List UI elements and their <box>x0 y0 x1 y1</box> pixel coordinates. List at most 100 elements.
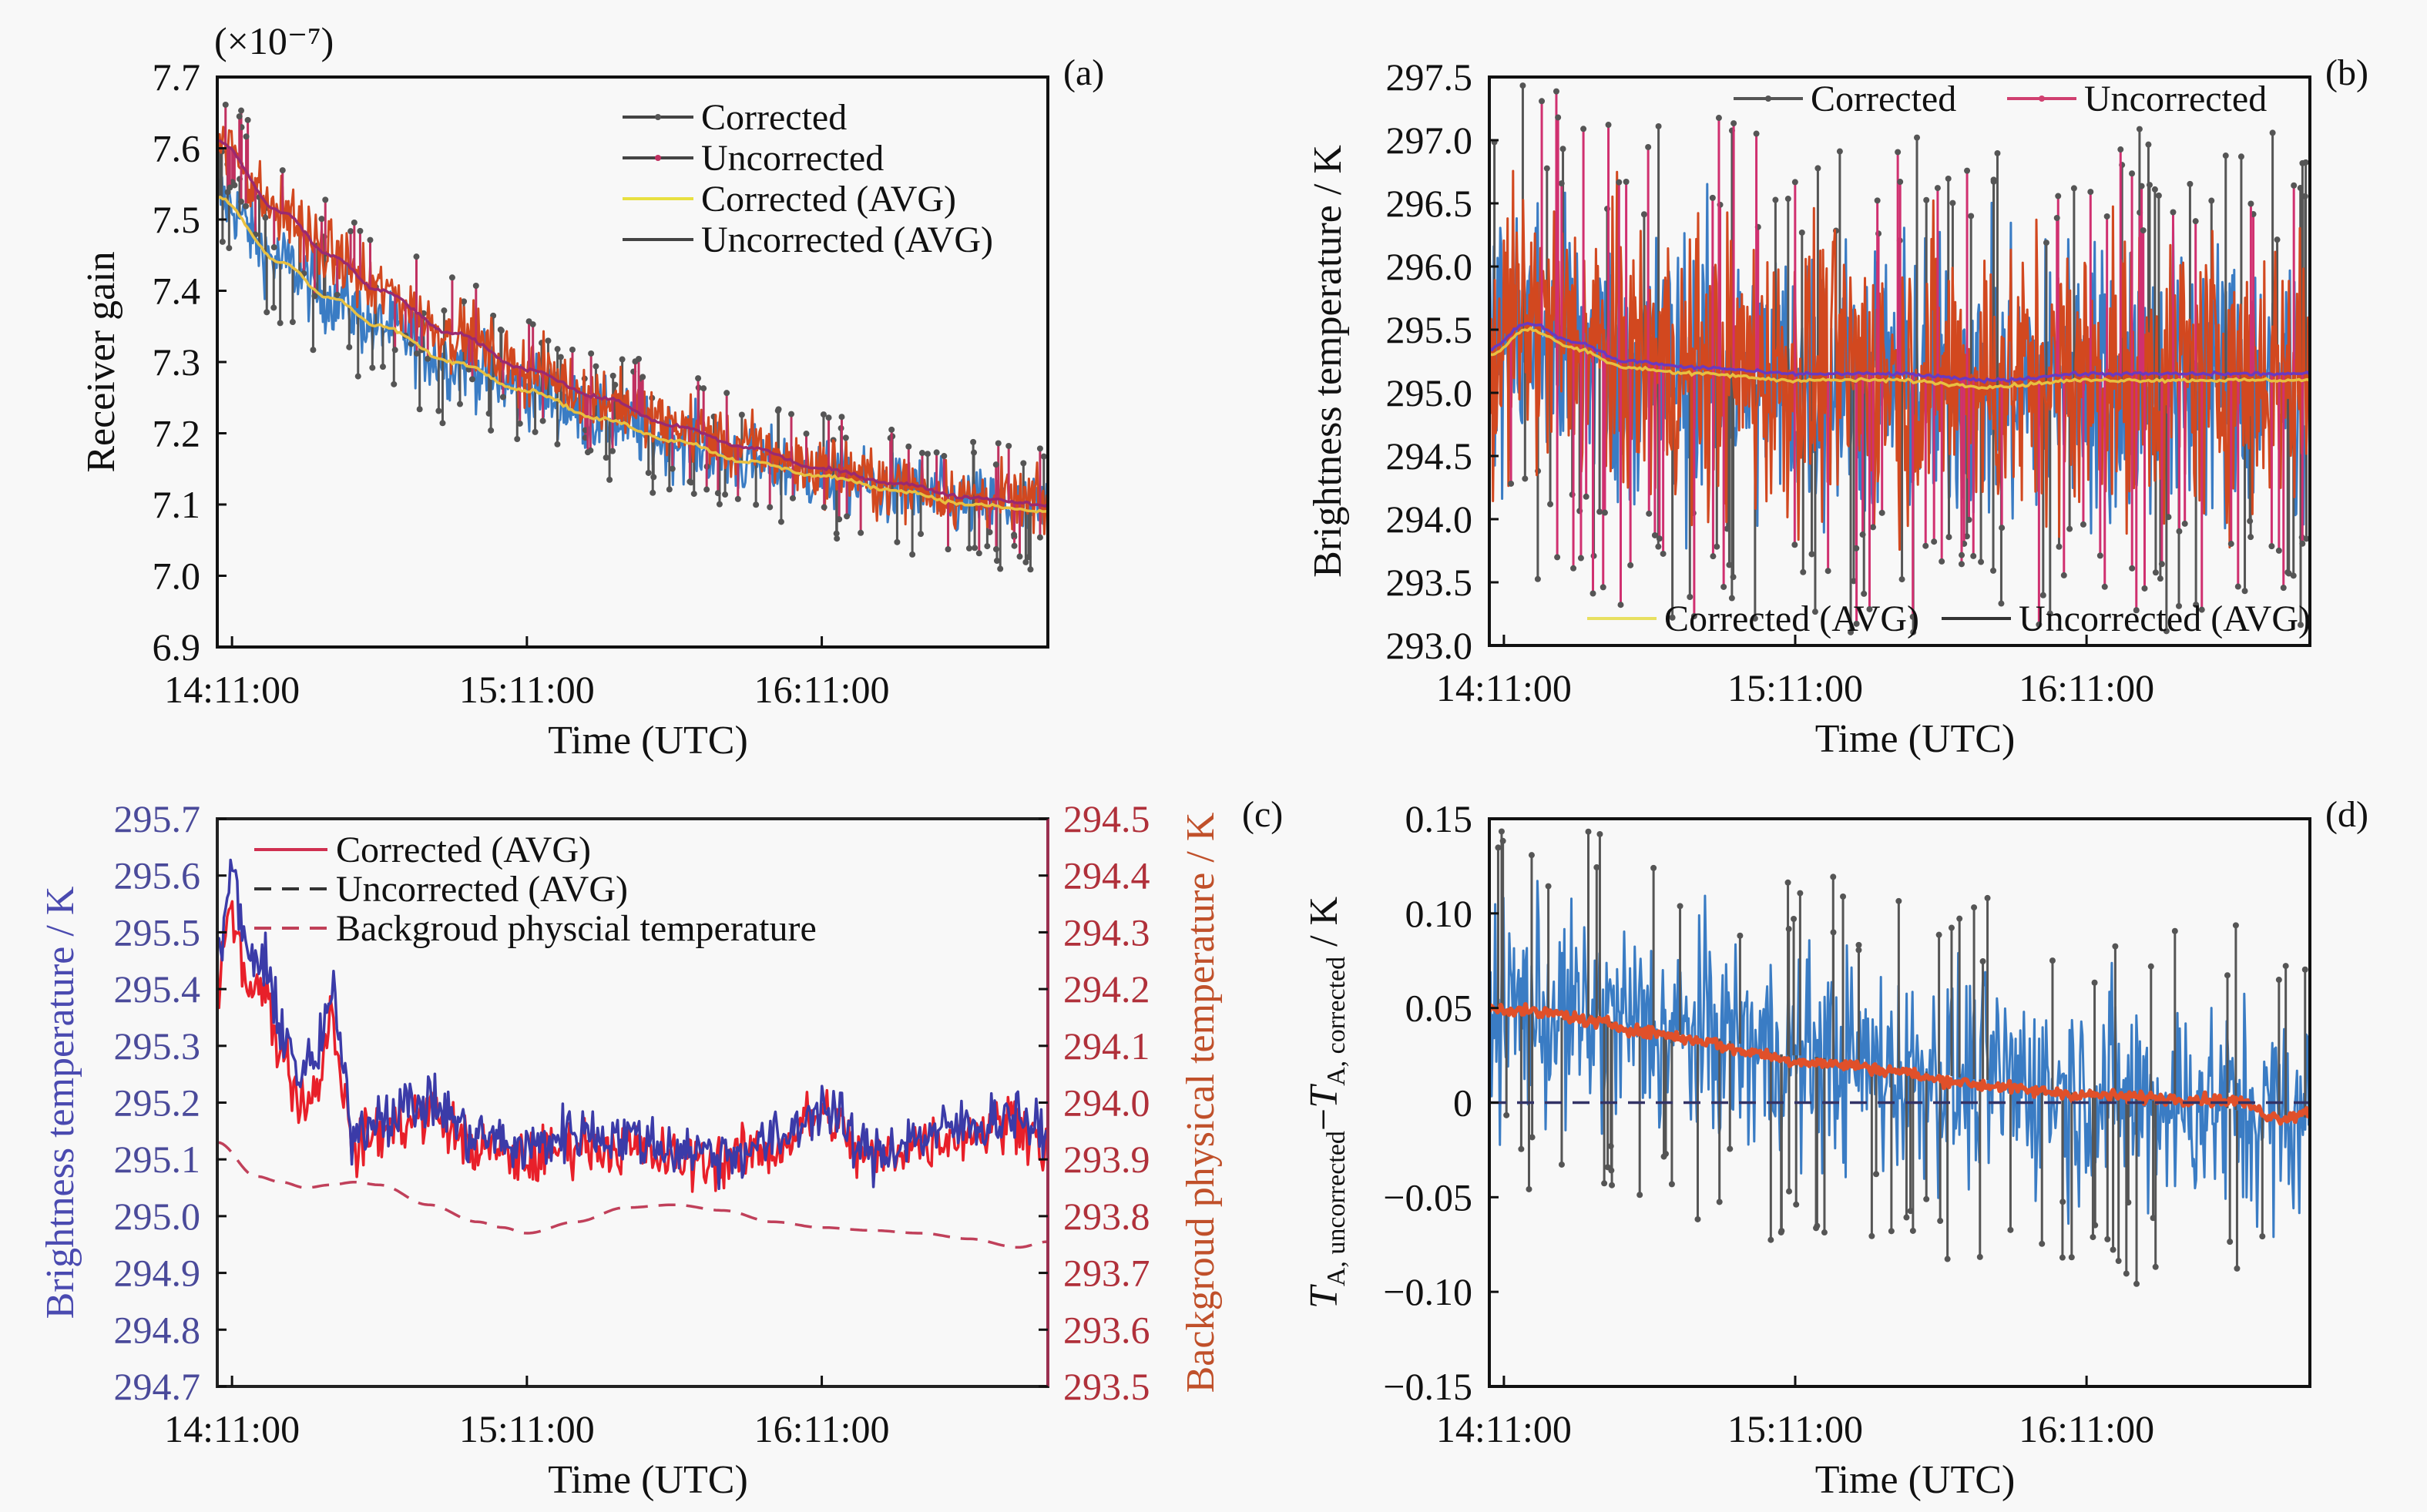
panel-d-plot-area <box>1489 828 2310 1287</box>
panel-b-series-uncorrected-marker <box>1720 583 1727 590</box>
panel-b-series-uncorrected-marker <box>1753 130 1760 137</box>
panel-a-series-corrected-marker <box>834 535 841 542</box>
panel-d-series-difference-marker <box>1785 926 1792 933</box>
panel-b-label: (b) <box>2325 52 2368 93</box>
panel-d-series-difference-marker <box>1895 897 1902 904</box>
panel-c-y-tick-label: 295.2 <box>114 1081 201 1125</box>
panel-c-ylabel: Brightness temperature / K <box>39 886 82 1319</box>
panel-a-series-uncorrected-marker <box>975 550 982 557</box>
panel-b-series-corrected-marker <box>2298 622 2304 629</box>
panel-b-series-corrected-marker <box>1751 615 1758 622</box>
panel-a-series-uncorrected-marker <box>516 420 523 427</box>
panel-a-series-uncorrected-marker <box>992 461 999 468</box>
panel-a-series-uncorrected-marker <box>858 529 864 536</box>
panel-a-series-uncorrected-marker <box>700 385 707 392</box>
panel-b-series-uncorrected-marker <box>1895 149 1902 156</box>
panel-b-series-corrected-marker <box>1669 614 1676 621</box>
panel-b-series-uncorrected-marker <box>1791 179 1798 186</box>
legend-label: Corrected <box>701 97 847 138</box>
panel-d-label: (d) <box>2325 794 2368 835</box>
panel-b-series-corrected-marker <box>1640 211 1647 218</box>
panel-a-series-uncorrected <box>217 101 1048 560</box>
panel-b-series-uncorrected-marker <box>2103 213 2110 220</box>
panel-b-series-uncorrected-marker <box>1965 516 1972 523</box>
panel-a-series-uncorrected-marker <box>588 350 595 357</box>
panel-b-legend: Corrected Uncorrected Corrected (AVG) Uncor… <box>1587 79 2311 639</box>
panel-a-series-corrected-marker <box>391 381 398 387</box>
panel-a-series-uncorrected-marker <box>803 431 810 438</box>
panel-a-series-corrected-marker <box>461 298 468 305</box>
panel-b-series-corrected-avg <box>1489 326 2310 391</box>
panel-a-series-corrected-marker <box>722 491 729 498</box>
panel-d-series-difference-marker <box>1499 837 1506 844</box>
panel-b-frame <box>1488 75 2311 647</box>
panel-a-y-tick-label: 7.7 <box>153 55 201 99</box>
panel-b-series-uncorrected-marker <box>1934 185 1941 192</box>
panel-c-y-right-tick-label: 294.5 <box>1063 797 1150 840</box>
panel-d-series-difference-marker <box>1737 932 1744 939</box>
panel-b-y-tick-label: 294.5 <box>1386 434 1473 478</box>
panel-b-series-uncorrected-marker <box>1964 167 1971 174</box>
panel-b-series-uncorrected-marker <box>1853 545 1860 551</box>
panel-d-ylabel-t1: T <box>1302 1284 1346 1309</box>
panel-b-series-uncorrected-avg-line <box>1489 321 2310 384</box>
panel-b-series-corrected-marker <box>1898 576 1905 583</box>
panel-d-series-difference-marker <box>1984 894 1991 901</box>
panel-a-series-uncorrected-marker <box>347 228 354 235</box>
panel-d-series-difference-marker <box>2049 957 2056 964</box>
panel-d-y-tick-label: 0 <box>1453 1081 1472 1125</box>
legend-label: Uncorrected <box>701 138 884 179</box>
panel-b-series-uncorrected-marker <box>2192 218 2199 225</box>
panel-d-series-difference-marker <box>1909 1227 1916 1234</box>
panel-a-series-uncorrected-marker <box>222 101 229 108</box>
panel-d-ylabel-sub1: A, uncorrected <box>1322 1131 1351 1286</box>
panel-d-series-difference-marker <box>1937 1218 1944 1225</box>
panel-a-series-uncorrected-marker <box>825 414 832 421</box>
panel-b-series-corrected-marker <box>1998 600 2005 607</box>
panel-b-series-uncorrected-marker <box>1878 509 1885 516</box>
panel-b-series-corrected-marker <box>2136 126 2143 132</box>
panel-b-series-uncorrected-marker <box>2055 193 2062 199</box>
panel-a-series-uncorrected-marker <box>391 347 398 354</box>
panel-d-ylabel-minus: − <box>1302 1108 1346 1131</box>
panel-b-series-uncorrected-marker <box>1959 551 1965 558</box>
panel-a-series-uncorrected-marker <box>243 203 250 210</box>
legend-marker <box>655 114 661 120</box>
panel-c-y-tick-label: 295.0 <box>114 1195 201 1238</box>
panel-b-brightness-temperature: 14:11:00 15:11:00 16:11:00 293.0 293.5 294.0 2… <box>1306 52 2368 761</box>
panel-b-series-corrected-marker <box>1655 122 1662 129</box>
panel-d-series-difference-marker <box>1948 924 1955 931</box>
panel-b-series-uncorrected-marker <box>2247 200 2254 207</box>
panel-d-series-difference-marker <box>1668 1181 1675 1188</box>
panel-a-series-corrected-marker <box>554 346 561 353</box>
panel-d-series-difference-marker <box>2259 1233 2266 1240</box>
panel-c-y-right-tick-label: 294.2 <box>1063 967 1150 1011</box>
panel-b-series-corrected-marker <box>1990 567 1997 574</box>
panel-b-series-uncorrected-marker <box>2181 520 2188 527</box>
panel-b-series-corrected-marker <box>1519 82 1526 89</box>
panel-b-series-corrected-marker <box>2247 518 2254 525</box>
panel-b-series-corrected-marker <box>2241 588 2248 595</box>
panel-b-series-uncorrected-marker <box>2299 540 2306 547</box>
panel-a-series-uncorrected-marker <box>686 478 693 485</box>
panel-b-series-corrected-marker <box>2070 185 2077 192</box>
panel-a-series-corrected-marker <box>924 451 931 458</box>
panel-d-series-difference-marker <box>1601 1180 1608 1187</box>
panel-b-series-corrected-marker <box>1543 165 1550 172</box>
panel-a-series-corrected-marker <box>557 354 564 360</box>
panel-b-series-uncorrected-marker <box>1555 114 1562 121</box>
panel-b-series-uncorrected-marker <box>1577 555 1584 562</box>
panel-c-y-right-tick-label: 294.4 <box>1063 854 1150 897</box>
panel-b-series-corrected-marker <box>1724 525 1730 532</box>
panel-a-series-uncorrected-marker <box>639 374 646 381</box>
panel-b-series-uncorrected-marker <box>2141 585 2148 592</box>
panel-a-series-uncorrected-marker <box>941 453 948 460</box>
panel-b-xlabel: Time (UTC) <box>1815 717 2016 761</box>
panel-d-series-difference-marker <box>1604 1164 1611 1171</box>
panel-a-series-corrected-marker <box>842 434 849 441</box>
panel-b-series-corrected-marker <box>2152 569 2159 576</box>
panel-b-series-corrected-marker <box>1730 574 1737 581</box>
panel-a-series-uncorrected-marker <box>734 495 741 502</box>
panel-a-series-uncorrected-marker <box>584 449 591 456</box>
panel-b-series-uncorrected-marker <box>1605 122 1612 129</box>
